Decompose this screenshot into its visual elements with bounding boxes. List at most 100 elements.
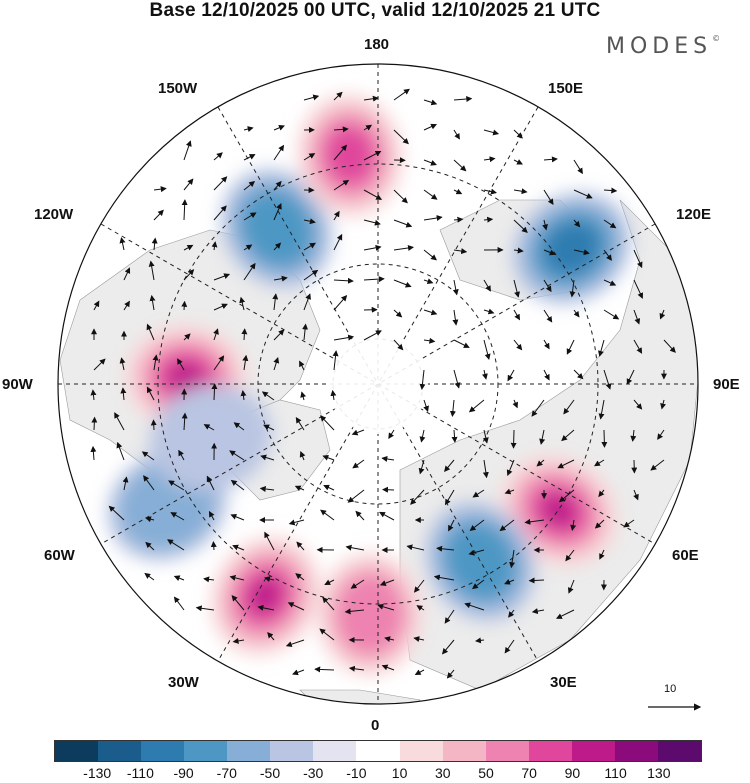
wind-arrow (302, 323, 309, 341)
wind-arrow (333, 277, 354, 284)
wind-arrow (543, 309, 553, 323)
wind-arrow (393, 339, 404, 351)
wind-arrow (623, 519, 635, 528)
wind-arrow (513, 309, 521, 321)
wind-arrow (423, 309, 438, 316)
wind-arrow (333, 295, 348, 311)
wind-arrow (603, 249, 612, 261)
lon-label-0: 0 (371, 717, 380, 734)
wind-arrow (393, 129, 409, 145)
wind-arrow (483, 216, 494, 223)
wind-arrow (566, 339, 575, 355)
colorbar-segment (270, 741, 314, 761)
wind-arrow (416, 605, 425, 611)
wind-arrow (213, 273, 231, 281)
wind-arrow (181, 300, 188, 311)
wind-arrow (90, 445, 97, 461)
wind-arrow (453, 248, 468, 255)
wind-arrow (449, 399, 456, 417)
wind-arrow (145, 516, 155, 523)
lon-label-90w: 90W (2, 376, 33, 393)
wind-arrow (418, 459, 425, 475)
wind-arrow (211, 383, 218, 401)
colorbar-segment (485, 741, 529, 761)
negative-anomaly (544, 222, 600, 275)
wind-arrow (414, 669, 425, 675)
wind-arrow (567, 579, 575, 594)
negative-anomaly (241, 190, 313, 267)
modes-logo: MODES© (606, 34, 720, 59)
wind-arrow (594, 519, 605, 529)
wind-arrow (626, 369, 635, 385)
wind-arrow (333, 334, 355, 341)
wind-arrow (183, 140, 192, 161)
wind-arrow (539, 429, 546, 445)
reference-vector-label: 10 (664, 683, 677, 695)
wind-arrow (483, 308, 495, 315)
colorbar-segment (356, 741, 400, 761)
wind-arrow (472, 579, 485, 590)
colorbar-tick-label: 90 (564, 765, 581, 781)
wind-arrow (314, 666, 335, 673)
wind-arrow (273, 275, 288, 282)
lon-label-90e: 90E (713, 376, 740, 393)
negative-anomaly (149, 384, 272, 493)
wind-arrow (213, 205, 227, 221)
wind-arrow (153, 209, 164, 221)
wind-arrow (273, 180, 282, 191)
wind-arrow (150, 419, 157, 431)
wind-arrow (345, 544, 365, 551)
chart-title: Base 12/10/2025 00 UTC, valid 12/10/2025… (149, 0, 601, 21)
wind-arrow (650, 459, 665, 471)
wind-arrow (141, 451, 155, 461)
wind-arrow (419, 429, 426, 443)
colorbar-tick-label: -10 (346, 765, 367, 781)
wind-arrow (598, 339, 605, 357)
wind-arrow (573, 219, 581, 228)
wind-arrow (598, 489, 605, 498)
wind-arrow (379, 511, 395, 521)
wind-arrow (453, 339, 470, 348)
colorbar-tick-label: 130 (647, 765, 671, 781)
wind-arrow (108, 505, 125, 521)
colorbar (54, 740, 702, 762)
wind-arrow (122, 476, 129, 491)
wind-arrow (483, 129, 500, 136)
wind-arrow (543, 189, 554, 206)
wind-arrow (363, 244, 382, 251)
wind-arrow (393, 279, 412, 288)
wind-arrow (303, 293, 311, 311)
wind-arrow (444, 609, 455, 624)
wind-arrow (483, 156, 496, 163)
wind-arrow (561, 429, 575, 442)
wind-arrow (451, 429, 458, 443)
wind-arrow (453, 216, 464, 223)
wind-arrow (203, 424, 215, 431)
pole-cap (328, 334, 428, 434)
wind-arrow (569, 279, 576, 298)
wind-arrow (363, 124, 373, 131)
wind-arrow (573, 159, 583, 175)
lon-label-120w: 120W (34, 206, 74, 223)
wind-arrow (153, 186, 167, 193)
wind-arrow (230, 479, 245, 491)
wind-arrow (323, 484, 335, 491)
wind-arrow (148, 260, 155, 281)
wind-arrow (452, 309, 459, 326)
wind-arrow (145, 541, 155, 551)
wind-arrow (464, 602, 485, 611)
wind-arrow (413, 636, 425, 643)
wind-arrow (528, 577, 545, 584)
wind-arrow (570, 519, 577, 531)
wind-arrow (350, 579, 365, 589)
wind-arrow (119, 357, 126, 371)
colorbar-segment (657, 741, 701, 761)
wind-arrow (363, 276, 385, 283)
wind-arrow (531, 608, 545, 615)
lon-label-150e: 150E (548, 80, 584, 97)
wind-arrow (482, 429, 489, 444)
wind-arrow (630, 429, 637, 442)
wind-arrow (211, 241, 218, 251)
positive-anomaly (541, 494, 577, 527)
wind-arrow (243, 180, 256, 191)
